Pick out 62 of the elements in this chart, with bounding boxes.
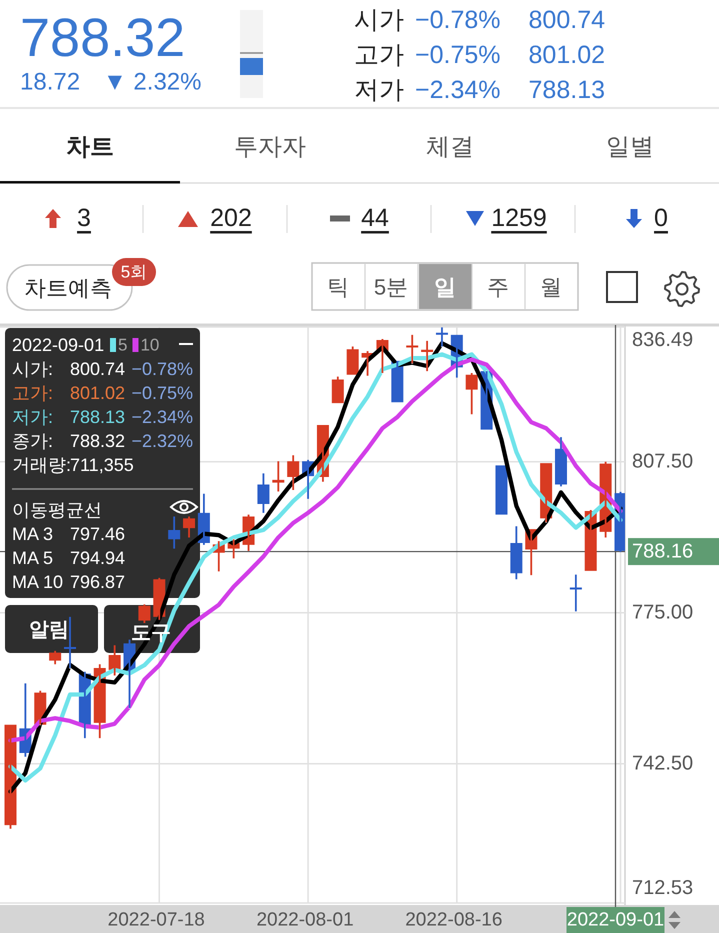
text: 800.74 [528, 6, 606, 34]
annotation: 794.94 [70, 548, 126, 568]
text: 저가 [354, 76, 404, 104]
annotation: MA 5 [12, 548, 54, 568]
y-tick-label: 742.50 [632, 752, 694, 775]
x-tick-label: 2022-08-16 [405, 910, 502, 930]
x-tick-label: 2022-07-18 [108, 910, 205, 930]
text: −0.78% [415, 6, 500, 34]
annotation: MA 10 [12, 572, 64, 592]
text: 5분 [374, 274, 408, 300]
y-tick-label: 836.49 [632, 329, 694, 351]
legend-label: 5 [118, 336, 128, 354]
text: ▼ 2.32% [103, 68, 202, 96]
y-tick-label: 807.50 [632, 450, 694, 473]
text: 1259 [491, 204, 547, 232]
annotation: 거래량: [12, 455, 72, 475]
text: −2.34% [415, 76, 500, 104]
text: 18.72 [20, 68, 80, 96]
annotation: 저가: [12, 407, 54, 427]
text: 801.02 [528, 41, 605, 69]
annotation: 이동평균선 [12, 500, 102, 520]
annotation: 고가: [12, 383, 54, 403]
text: 44 [361, 204, 389, 232]
text: 틱 [327, 274, 349, 300]
text: 일별 [606, 134, 654, 160]
text: 차트예측 [24, 276, 112, 300]
annotation: −2.34% [131, 407, 193, 427]
annotation: 788.13 [70, 407, 126, 427]
text: 3 [77, 204, 91, 232]
text: 체결 [426, 134, 474, 160]
text: 788.13 [528, 76, 605, 104]
annotation: 800.74 [70, 359, 126, 379]
annotation: 시가: [12, 359, 54, 379]
annotation: 2022-09-01 [12, 335, 104, 355]
annotation: MA 3 [12, 524, 54, 544]
y-tick-label: 712.53 [632, 877, 694, 899]
text: −0.75% [415, 41, 500, 69]
text: 투자자 [234, 134, 306, 160]
text: 0 [654, 204, 668, 232]
annotation: 801.02 [70, 383, 126, 403]
text: 일 [434, 274, 456, 300]
annotation: −0.75% [131, 383, 193, 403]
x-tick-label: 2022-08-01 [256, 910, 354, 930]
text: 788.32 [20, 8, 186, 68]
text: 차트 [66, 134, 114, 160]
text: 월 [540, 274, 562, 300]
annotation: −2.32% [131, 431, 193, 451]
text: 시가 [354, 6, 404, 34]
annotation: 788.32 [70, 431, 126, 451]
text: 5회 [120, 262, 148, 282]
annotation: 797.46 [70, 524, 126, 544]
annotation: 711,355 [70, 455, 134, 475]
ref-line-label: 788.16 [632, 540, 694, 563]
y-tick-label: 775.00 [632, 602, 694, 624]
legend-label: 10 [140, 336, 160, 354]
annotation: 알림 [29, 619, 69, 641]
annotation: 종가: [12, 431, 54, 451]
annotation: 796.87 [70, 572, 126, 592]
text: 202 [210, 204, 252, 232]
text: 주 [487, 274, 509, 300]
text: 고가 [354, 41, 404, 69]
annotation: −0.78% [131, 359, 193, 379]
